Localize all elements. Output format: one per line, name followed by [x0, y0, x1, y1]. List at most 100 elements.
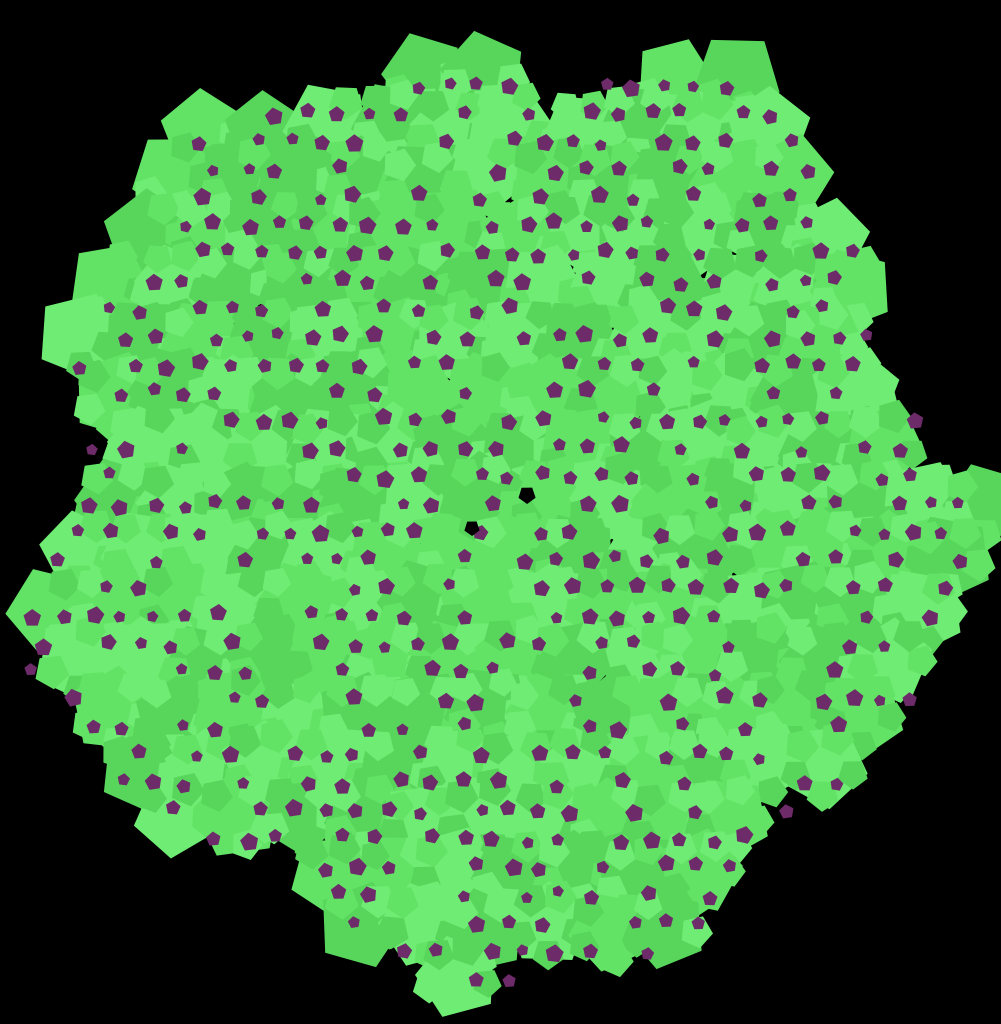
purple-pentagon	[117, 440, 135, 459]
green-tile	[621, 923, 653, 953]
purple-pentagon	[311, 524, 330, 542]
green-tile	[724, 348, 757, 382]
purple-pentagon	[613, 834, 630, 851]
purple-pentagon	[529, 803, 546, 819]
green-tile	[107, 240, 138, 272]
green-tile	[886, 573, 918, 605]
purple-pentagon	[560, 804, 578, 823]
purple-pentagon	[800, 216, 813, 229]
purple-pentagon	[590, 185, 609, 203]
purple-pentagon	[393, 107, 409, 122]
green-tile	[787, 626, 818, 656]
green-tile	[608, 734, 640, 766]
green-tile	[604, 840, 636, 871]
green-tile	[848, 406, 883, 439]
green-tile	[417, 241, 449, 272]
purple-pentagon	[320, 750, 334, 763]
purple-pentagon	[86, 443, 98, 456]
purple-pentagon	[229, 691, 241, 703]
green-tile	[265, 252, 297, 284]
purple-pentagon	[176, 387, 191, 403]
purple-pentagon	[221, 745, 240, 763]
green-tile	[817, 355, 850, 389]
purple-pentagon	[628, 916, 642, 929]
purple-pentagon	[693, 248, 706, 261]
purple-pentagon	[739, 499, 752, 512]
green-tile	[861, 676, 896, 709]
green-tile	[613, 894, 643, 923]
green-tile	[231, 664, 261, 696]
purple-pentagon	[147, 328, 164, 344]
green-tile	[637, 147, 667, 177]
green-tile	[383, 463, 418, 497]
green-tile	[269, 141, 299, 170]
purple-pentagon	[672, 103, 687, 117]
purple-pentagon	[706, 273, 722, 289]
purple-pentagon	[734, 217, 750, 233]
purple-pentagon	[500, 471, 514, 485]
purple-pentagon	[351, 525, 364, 538]
green-tile	[139, 727, 172, 760]
purple-pentagon	[833, 331, 847, 345]
purple-pentagon	[406, 522, 423, 539]
purple-pentagon	[579, 438, 595, 454]
purple-pentagon	[411, 637, 425, 651]
green-tile	[270, 192, 300, 220]
green-tile	[542, 518, 574, 549]
purple-pentagon	[392, 442, 408, 458]
purple-pentagon	[826, 661, 844, 678]
green-tile	[536, 623, 570, 657]
green-tile	[228, 725, 262, 758]
purple-pentagon	[485, 220, 499, 234]
green-tile	[671, 677, 703, 708]
purple-pentagon	[411, 304, 426, 317]
purple-pentagon	[501, 414, 518, 431]
purple-pentagon	[208, 494, 223, 509]
purple-pentagon	[565, 744, 581, 760]
purple-pentagon	[642, 327, 659, 343]
purple-pentagon	[583, 102, 601, 120]
purple-pentagon	[531, 744, 549, 761]
green-tile	[319, 468, 352, 502]
green-tile	[143, 245, 172, 274]
green-tile	[794, 670, 828, 702]
green-tile	[481, 568, 514, 600]
purple-pentagon	[271, 497, 285, 510]
green-tile	[575, 830, 610, 863]
purple-pentagon	[626, 193, 640, 206]
green-tile	[77, 672, 112, 706]
purple-pentagon	[906, 412, 924, 429]
purple-pentagon	[346, 245, 363, 262]
purple-pentagon	[532, 188, 549, 205]
green-tile	[663, 623, 694, 656]
purple-pentagon	[763, 215, 779, 230]
purple-pentagon	[533, 580, 550, 597]
purple-pentagon	[345, 688, 363, 705]
green-tile	[391, 678, 421, 707]
purple-pentagon	[359, 216, 377, 235]
green-tile	[418, 881, 449, 913]
purple-pentagon	[361, 723, 376, 737]
green-tile	[638, 355, 668, 386]
green-tile	[510, 680, 540, 711]
purple-pentagon	[315, 359, 330, 373]
green-tile	[949, 517, 982, 550]
purple-pentagon	[414, 807, 427, 821]
purple-pentagon	[827, 270, 842, 285]
green-tile	[295, 560, 325, 590]
purple-pentagon	[441, 409, 456, 424]
green-tile	[962, 549, 996, 582]
purple-pentagon	[653, 527, 669, 545]
purple-pentagon	[193, 187, 212, 206]
purple-pentagon	[393, 771, 409, 788]
purple-pentagon	[380, 522, 395, 537]
green-tile	[481, 352, 510, 382]
purple-pentagon	[703, 218, 716, 230]
purple-pentagon	[580, 220, 593, 232]
purple-pentagon	[501, 297, 518, 314]
purple-pentagon	[813, 464, 831, 481]
purple-pentagon	[579, 160, 594, 175]
purple-pentagon	[207, 721, 223, 738]
purple-pentagon	[117, 773, 130, 786]
purple-pentagon	[163, 640, 178, 655]
